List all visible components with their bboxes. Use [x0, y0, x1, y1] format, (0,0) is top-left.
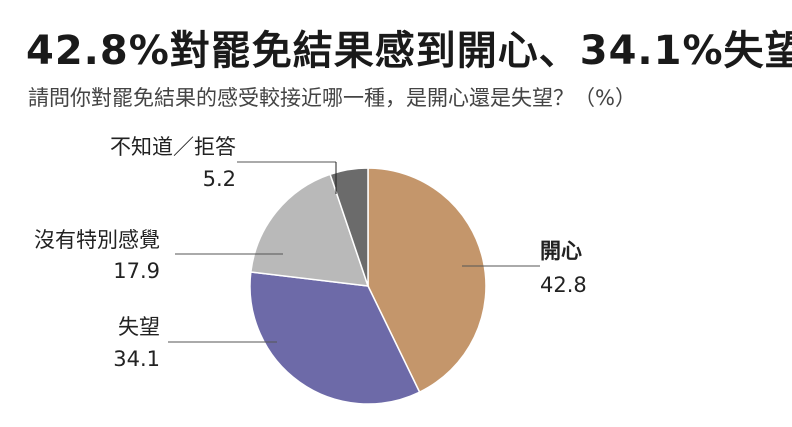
slice-label-disappointed: 失望	[118, 315, 160, 339]
slice-label-unknown: 不知道／拒答	[110, 135, 236, 159]
slice-value-no-feeling: 17.9	[113, 259, 160, 283]
pie-slice-no-feeling	[250, 173, 370, 287]
pie-slice-unknown	[329, 167, 369, 287]
slice-label-happy: 開心	[540, 239, 582, 263]
chart-subtitle: 請問你對罷免結果的感受較接近哪一種，是開心還是失望？（%）	[28, 86, 636, 110]
slice-value-disappointed: 34.1	[113, 347, 160, 371]
slice-value-happy: 42.8	[540, 273, 587, 297]
chart-title: 42.8%對罷免結果感到開心、34.1%失望	[26, 28, 792, 74]
pie-slice-happy	[367, 167, 487, 394]
slice-value-unknown: 5.2	[203, 167, 236, 191]
pie-slice-disappointed	[249, 271, 421, 405]
slice-label-no-feeling: 沒有特別感覺	[34, 228, 160, 252]
